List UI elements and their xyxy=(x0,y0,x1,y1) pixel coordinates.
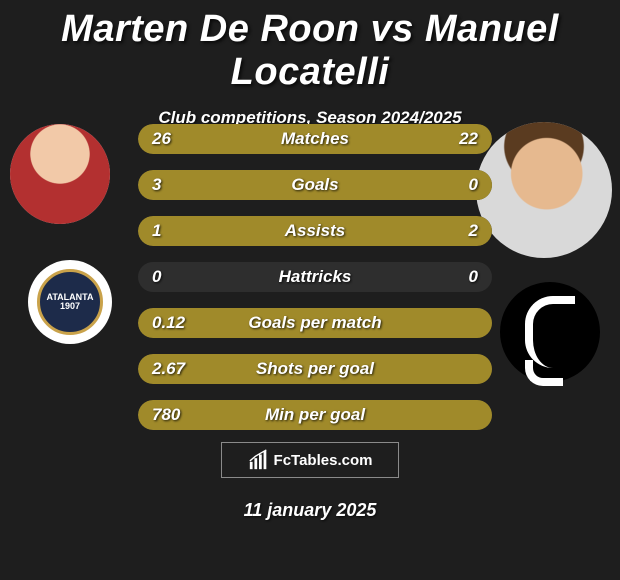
stat-label: Min per goal xyxy=(138,405,492,425)
player-left-avatar xyxy=(10,124,110,224)
stat-label: Shots per goal xyxy=(138,359,492,379)
club-left-badge-text: ATALANTA 1907 xyxy=(37,269,103,335)
stat-row: 2.67Shots per goal xyxy=(138,354,492,384)
juventus-icon xyxy=(525,296,575,368)
stat-value-right: 0 xyxy=(418,175,492,195)
stat-row: 26Matches22 xyxy=(138,124,492,154)
stat-row: 780Min per goal xyxy=(138,400,492,430)
stats-bars: 26Matches22 3Goals0 1Assists2 0Hattricks0 0.… xyxy=(138,124,492,446)
player-right-avatar xyxy=(476,122,612,258)
stat-row: 0.12Goals per match xyxy=(138,308,492,338)
stat-label: Goals per match xyxy=(138,313,492,333)
stat-value-right: 0 xyxy=(418,267,492,287)
stat-row: 3Goals0 xyxy=(138,170,492,200)
stats-icon xyxy=(248,449,270,471)
brand-footer: FcTables.com xyxy=(221,442,399,478)
stat-row: 0Hattricks0 xyxy=(138,262,492,292)
date-text: 11 january 2025 xyxy=(0,500,620,521)
club-left-badge: ATALANTA 1907 xyxy=(28,260,112,344)
page-title: Marten De Roon vs Manuel Locatelli xyxy=(0,0,620,94)
stat-value-right: 2 xyxy=(418,221,492,241)
stat-row: 1Assists2 xyxy=(138,216,492,246)
brand-text: FcTables.com xyxy=(274,452,373,469)
stat-value-right: 22 xyxy=(418,129,492,149)
club-right-badge xyxy=(500,282,600,382)
